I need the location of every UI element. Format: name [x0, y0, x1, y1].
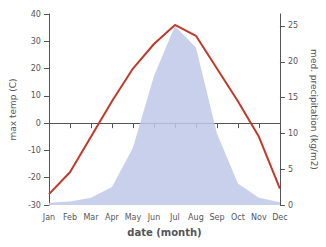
svg-text:Dec: Dec: [272, 213, 287, 222]
svg-text:Jan: Jan: [42, 213, 55, 222]
svg-text:Jul: Jul: [169, 213, 180, 222]
svg-text:-10: -10: [28, 146, 41, 155]
svg-text:5: 5: [288, 165, 293, 174]
svg-text:May: May: [125, 213, 142, 222]
svg-text:max temp (C): max temp (C): [8, 78, 18, 140]
svg-text:0: 0: [288, 201, 293, 210]
svg-text:date (month): date (month): [127, 227, 201, 238]
svg-text:10: 10: [288, 129, 298, 138]
svg-text:-20: -20: [28, 173, 41, 182]
svg-text:40: 40: [31, 10, 41, 19]
svg-text:30: 30: [31, 37, 41, 46]
svg-text:Feb: Feb: [63, 213, 77, 222]
svg-text:med. precipitation (kg/m2): med. precipitation (kg/m2): [309, 49, 319, 170]
svg-text:15: 15: [288, 93, 298, 102]
svg-text:Oct: Oct: [231, 213, 245, 222]
svg-text:10: 10: [31, 91, 41, 100]
svg-text:-30: -30: [28, 201, 41, 210]
svg-text:Jun: Jun: [147, 213, 161, 222]
svg-text:Sep: Sep: [209, 213, 224, 222]
svg-text:25: 25: [288, 21, 298, 30]
svg-text:Nov: Nov: [251, 213, 267, 222]
svg-text:20: 20: [31, 64, 41, 73]
svg-text:Mar: Mar: [83, 213, 99, 222]
svg-text:Apr: Apr: [105, 213, 120, 222]
svg-text:20: 20: [288, 57, 298, 66]
svg-text:0: 0: [36, 119, 41, 128]
svg-text:Aug: Aug: [188, 213, 204, 222]
